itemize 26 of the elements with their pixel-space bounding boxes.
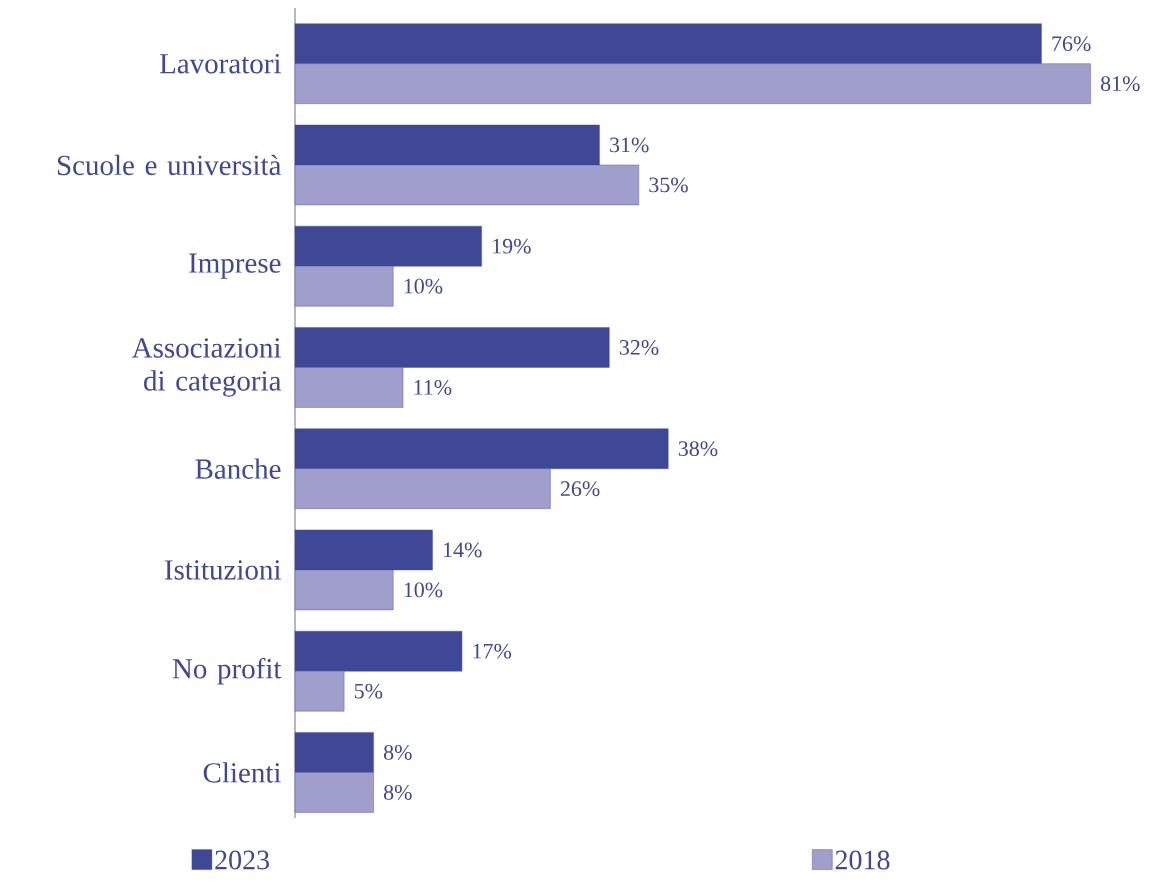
data-label: 11% [414,379,452,395]
data-label: 8% [383,784,412,800]
y-tick-label: Clienti [203,762,281,783]
data-label: 5% [354,683,383,699]
data-label: 32% [619,339,659,355]
data-label: 19% [493,238,531,254]
y-tick-label: Associazioni di categoria [131,338,282,397]
data-label: 8% [383,744,412,760]
legend-label: 2023 [215,850,270,870]
data-label: 35% [649,177,688,193]
y-tick-label: No profit [172,657,282,685]
data-label: 14% [443,542,482,558]
data-label: 17% [473,643,512,659]
legend-label: 2018 [835,850,890,870]
y-tick-label: Istituzioni [164,560,281,580]
data-label: 31% [610,137,649,153]
data-label: 10% [404,278,443,294]
y-tick-label: Scuole e università [57,154,282,176]
y-tick-label: Banche [195,458,281,479]
data-label: 10% [404,582,443,598]
data-label: 76% [1052,36,1091,52]
data-label: 26% [560,481,600,497]
y-tick-label: Lavoratori [159,53,281,74]
data-label: 81% [1100,76,1140,92]
y-tick-label: Imprese [189,253,281,279]
data-label: 38% [678,441,718,457]
